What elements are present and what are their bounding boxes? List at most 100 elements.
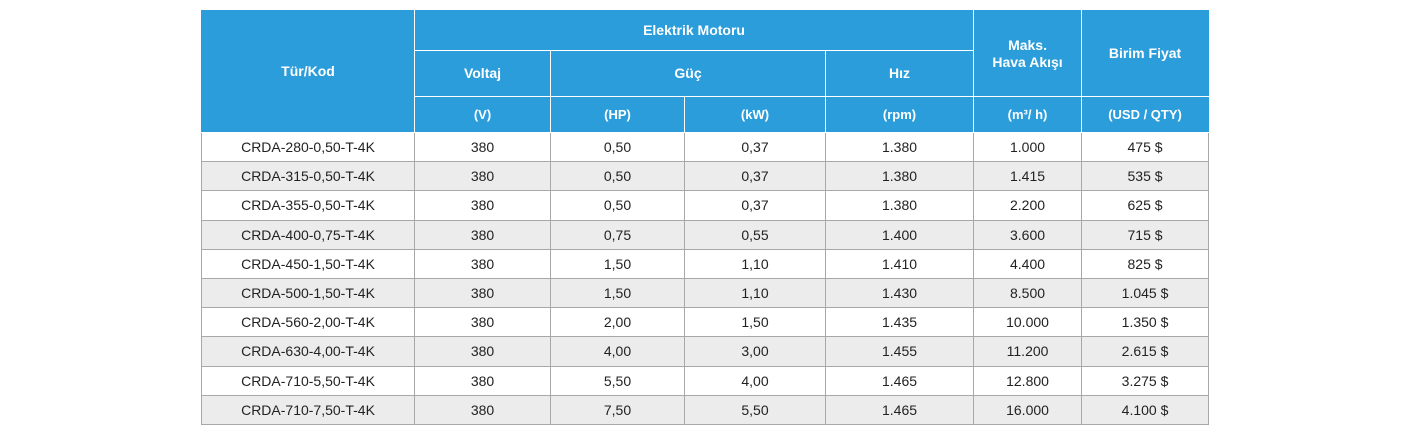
table-row: CRDA-630-4,00-T-4K 380 4,00 3,00 1.455 11.200… [201, 336, 1210, 367]
header-line: Maks. [1008, 36, 1047, 53]
header-cell: Maks. Hava Akışı [973, 10, 1083, 97]
table-cell: 1,50 [550, 248, 685, 279]
table-cell: 1,10 [684, 277, 826, 309]
table-cell: 0,50 [550, 131, 685, 163]
table-cell: 0,55 [684, 219, 826, 250]
table-cell: 2.200 [973, 190, 1083, 221]
unit-cell: (m³/ h) [973, 96, 1083, 133]
header-cell: Elektrik Motoru [413, 10, 975, 51]
table-cell: 8.500 [973, 277, 1083, 309]
table-cell: 1.455 [824, 336, 975, 367]
table-cell: 1.400 [824, 219, 975, 250]
table-cell: 380 [414, 219, 551, 250]
table-cell: 380 [414, 365, 551, 396]
table-cell: 1.000 [973, 131, 1083, 163]
table-cell: 380 [414, 161, 551, 192]
table-cell: 1.410 [824, 248, 975, 279]
table-cell: 1.435 [824, 307, 975, 338]
table-cell: 1.380 [824, 131, 975, 163]
unit-cell: (HP) [550, 96, 685, 133]
table-row: CRDA-560-2,00-T-4K 380 2,00 1,50 1.435 10.000… [201, 307, 1210, 338]
table-cell: 3.275 $ [1081, 365, 1210, 396]
table-cell: 4,00 [684, 365, 826, 396]
table-row: CRDA-355-0,50-T-4K 380 0,50 0,37 1.380 2.200 6… [201, 190, 1210, 221]
table-cell: 7,50 [550, 394, 685, 425]
table-header: Tür/Kod Elektrik Motoru Maks. Hava Akışı… [201, 10, 1210, 133]
table-row: CRDA-280-0,50-T-4K 380 0,50 0,37 1.380 1.000 4… [201, 131, 1210, 163]
header-cell: Güç [550, 50, 826, 97]
table-row: CRDA-450-1,50-T-4K 380 1,50 1,10 1.410 4.400 8… [201, 248, 1210, 279]
table-cell: 1.380 [824, 190, 975, 221]
table-cell: 715 $ [1081, 219, 1210, 250]
table-cell: 475 $ [1081, 131, 1210, 163]
table-cell: 535 $ [1081, 161, 1210, 192]
unit-cell: (USD / QTY) [1081, 96, 1210, 133]
table-cell: 380 [414, 336, 551, 367]
table-cell: 1,10 [684, 248, 826, 279]
table-cell: CRDA-400-0,75-T-4K [201, 219, 415, 250]
table-cell: 1,50 [550, 277, 685, 309]
table-cell: 0,75 [550, 219, 685, 250]
table-cell: 0,50 [550, 161, 685, 192]
table-cell: CRDA-315-0,50-T-4K [201, 161, 415, 192]
unit-cell: (kW) [684, 96, 826, 133]
table-cell: 0,37 [684, 161, 826, 192]
table-cell: 2,00 [550, 307, 685, 338]
table-body: CRDA-280-0,50-T-4K 380 0,50 0,37 1.380 1.000 4… [201, 131, 1210, 425]
unit-cell: (V) [414, 96, 551, 133]
header-cell: Voltaj [414, 50, 551, 97]
table-cell: 0,37 [684, 131, 826, 163]
table-cell: 1.350 $ [1081, 307, 1210, 338]
table-cell: 380 [414, 190, 551, 221]
header-line: Hava Akışı [992, 53, 1063, 70]
table-cell: CRDA-355-0,50-T-4K [201, 190, 415, 221]
table-cell: 5,50 [550, 365, 685, 396]
table-cell: 3.600 [973, 219, 1083, 250]
table-cell: CRDA-280-0,50-T-4K [201, 131, 415, 163]
price-table: Tür/Kod Elektrik Motoru Maks. Hava Akışı… [201, 10, 1210, 425]
header-cell: Birim Fiyat [1081, 10, 1210, 97]
header-cell: Tür/Kod [201, 10, 415, 133]
table-cell: CRDA-710-5,50-T-4K [201, 365, 415, 396]
header-row: Voltaj Güç Hız [202, 50, 1209, 97]
table-cell: 5,50 [684, 394, 826, 425]
table-cell: 380 [414, 248, 551, 279]
table-cell: 1.465 [824, 394, 975, 425]
table-cell: CRDA-630-4,00-T-4K [201, 336, 415, 367]
table-cell: CRDA-560-2,00-T-4K [201, 307, 415, 338]
table-cell: 16.000 [973, 394, 1083, 425]
table-cell: 1,50 [684, 307, 826, 338]
table-cell: 380 [414, 394, 551, 425]
table-cell: 10.000 [973, 307, 1083, 338]
table-row: CRDA-710-5,50-T-4K 380 5,50 4,00 1.465 12.800… [201, 365, 1210, 396]
table-row: CRDA-710-7,50-T-4K 380 7,50 5,50 1.465 16.000… [201, 394, 1210, 425]
table-cell: 1.415 [973, 161, 1083, 192]
table-cell: 825 $ [1081, 248, 1210, 279]
table-cell: 0,50 [550, 190, 685, 221]
table-cell: 1.430 [824, 277, 975, 309]
unit-cell: (rpm) [824, 96, 975, 133]
table-cell: 380 [414, 277, 551, 309]
table-cell: 4,00 [550, 336, 685, 367]
table-cell: CRDA-500-1,50-T-4K [201, 277, 415, 309]
header-row: (V) (HP) (kW) (rpm) (m³/ h) (USD / QTY) [202, 96, 1210, 133]
table-cell: 1.380 [824, 161, 975, 192]
table-cell: 2.615 $ [1081, 336, 1210, 367]
table-cell: 4.100 $ [1081, 394, 1210, 425]
table-row: CRDA-500-1,50-T-4K 380 1,50 1,10 1.430 8.500 1… [201, 277, 1210, 309]
table-cell: 1.465 [824, 365, 975, 396]
header-cell: Hız [824, 50, 975, 97]
table-cell: 0,37 [684, 190, 826, 221]
table-cell: 380 [414, 131, 551, 163]
table-cell: 3,00 [684, 336, 826, 367]
table-cell: 12.800 [973, 365, 1083, 396]
table-row: CRDA-315-0,50-T-4K 380 0,50 0,37 1.380 1.415 5… [201, 161, 1210, 192]
table-cell: CRDA-710-7,50-T-4K [201, 394, 415, 425]
table-row: CRDA-400-0,75-T-4K 380 0,75 0,55 1.400 3.600 7… [201, 219, 1210, 250]
table-cell: CRDA-450-1,50-T-4K [201, 248, 415, 279]
table-cell: 625 $ [1081, 190, 1210, 221]
table-cell: 1.045 $ [1081, 277, 1210, 309]
table-cell: 380 [414, 307, 551, 338]
